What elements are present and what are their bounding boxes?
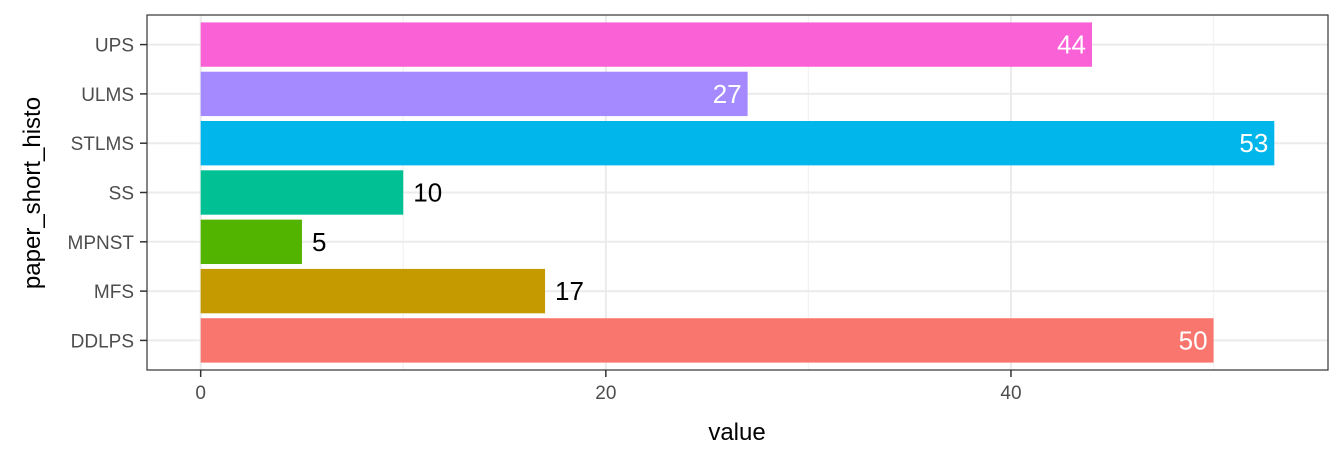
y-tick-label: STLMS [71,134,134,155]
y-tick-label: UPS [95,36,134,57]
y-tick-label: SS [109,184,134,205]
y-axis: DDLPS MFS MPNST SS STLMS ULMS UPS [68,36,147,352]
bar-ups [200,22,1093,67]
x-tick-label: 40 [1000,383,1021,404]
data-label-mfs: 17 [555,276,584,306]
data-label-ups: 44 [1057,30,1086,60]
bar-mpnst [200,219,302,264]
x-axis: 0 20 40 [195,370,1022,404]
y-tick-label: ULMS [81,85,134,106]
data-label-ddlps: 50 [1179,325,1208,355]
bar-mfs [200,268,546,314]
bar-ddlps [200,318,1214,363]
data-label-stlms: 53 [1239,128,1268,158]
x-tick-label: 20 [595,383,616,404]
data-label-mpnst: 5 [312,227,326,257]
data-label-ulms: 27 [713,79,742,109]
bars [200,22,1275,363]
y-tick-label: DDLPS [71,331,134,352]
data-labels: 50 17 5 10 53 27 44 [312,30,1268,356]
data-label-ss: 10 [413,178,442,208]
x-tick-label: 0 [195,383,206,404]
y-tick-label: MPNST [68,233,135,254]
bar-stlms [200,121,1275,166]
y-axis-title: paper_short_histo [19,97,46,289]
y-tick-label: MFS [94,282,134,303]
x-axis-title: value [708,419,765,446]
bar-ulms [200,71,748,117]
bar-ss [200,170,404,215]
